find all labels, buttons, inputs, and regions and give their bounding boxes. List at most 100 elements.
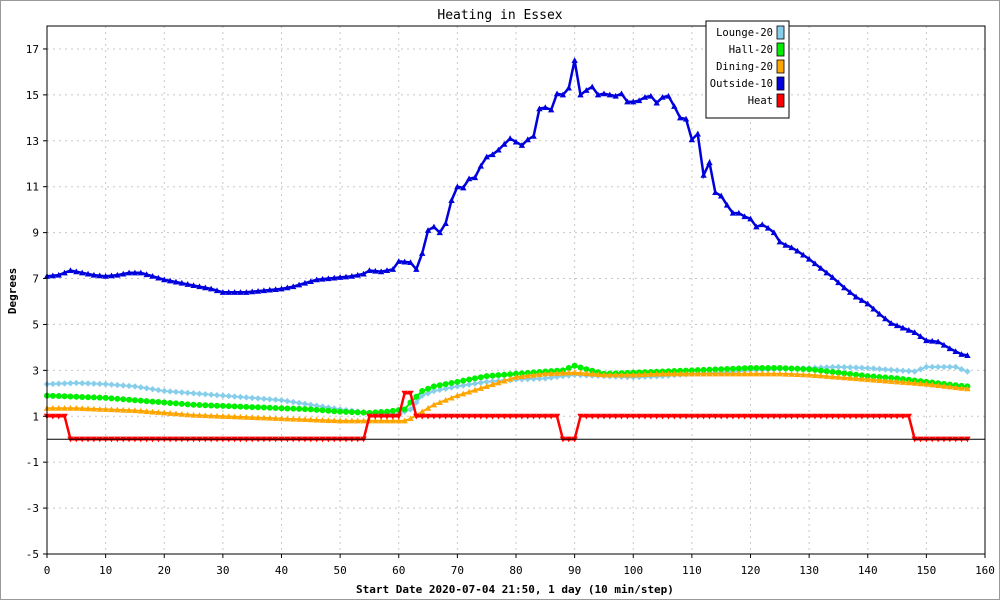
data-point	[759, 221, 766, 228]
data-point	[354, 417, 361, 424]
data-point	[155, 409, 162, 415]
data-point	[600, 413, 608, 420]
data-point	[360, 270, 367, 277]
data-point	[846, 413, 854, 420]
x-tick-label: 140	[858, 564, 878, 577]
data-point	[706, 159, 713, 166]
data-point	[172, 278, 180, 285]
data-point	[243, 403, 250, 410]
data-point	[331, 417, 338, 424]
data-point	[424, 413, 432, 420]
data-point	[213, 287, 221, 294]
data-point	[295, 399, 303, 407]
data-point	[448, 394, 455, 401]
data-point	[905, 413, 912, 420]
data-point	[342, 273, 350, 280]
data-point	[243, 413, 250, 420]
data-point	[788, 365, 795, 372]
data-point	[542, 370, 549, 377]
data-point	[61, 380, 68, 387]
data-point	[577, 369, 584, 376]
data-point	[524, 413, 531, 420]
data-point	[905, 326, 912, 333]
data-point	[823, 373, 830, 379]
data-point	[372, 267, 379, 274]
x-tick-label: 80	[509, 564, 522, 577]
data-point	[870, 373, 877, 380]
data-point	[893, 378, 901, 385]
data-point	[401, 390, 408, 397]
data-point	[518, 142, 526, 148]
data-point	[442, 381, 449, 388]
data-point	[589, 367, 596, 374]
data-point	[835, 279, 842, 286]
data-point	[870, 413, 877, 420]
legend-label: Lounge-20	[716, 27, 773, 39]
x-tick-label: 90	[568, 564, 581, 577]
data-point	[770, 229, 778, 236]
data-point	[846, 364, 854, 371]
data-point	[413, 399, 420, 406]
data-point	[506, 135, 514, 142]
data-point	[776, 413, 784, 420]
data-point	[776, 238, 784, 245]
data-point	[278, 415, 285, 422]
data-point	[266, 396, 273, 403]
data-point	[296, 405, 303, 412]
data-point	[729, 413, 737, 420]
x-tick-label: 30	[216, 564, 229, 577]
data-point	[460, 390, 467, 397]
y-tick-label: 13	[26, 135, 39, 148]
data-point	[108, 381, 115, 388]
data-point	[800, 365, 807, 372]
data-point	[166, 410, 174, 416]
data-point	[489, 381, 496, 388]
data-point	[307, 406, 314, 413]
data-point	[759, 365, 766, 372]
x-tick-label: 130	[799, 564, 819, 577]
data-point	[764, 413, 772, 420]
data-point	[348, 409, 355, 416]
legend-label: Hall-20	[729, 44, 773, 56]
data-point	[923, 337, 930, 344]
data-point	[348, 417, 356, 424]
data-point	[407, 415, 414, 422]
data-point	[870, 365, 877, 372]
series-line	[47, 371, 968, 422]
data-point	[501, 413, 508, 420]
data-point	[653, 413, 660, 420]
data-point	[594, 413, 602, 420]
data-point	[606, 413, 613, 420]
data-point	[577, 413, 584, 420]
data-point	[876, 374, 883, 381]
data-point	[630, 371, 637, 378]
data-point	[917, 366, 924, 373]
data-point	[829, 274, 836, 280]
data-point	[940, 341, 948, 348]
data-point	[536, 105, 543, 112]
data-point	[67, 393, 74, 400]
data-point	[137, 407, 144, 414]
data-point	[964, 352, 971, 358]
data-point	[90, 271, 98, 278]
legend-label: Outside-10	[710, 78, 773, 90]
series-dining-20	[43, 369, 971, 424]
data-point	[559, 91, 567, 98]
data-point	[483, 378, 490, 386]
data-point	[79, 393, 86, 400]
data-point	[178, 389, 186, 396]
data-point	[419, 413, 426, 420]
data-point	[266, 404, 273, 411]
data-point	[618, 413, 625, 420]
data-point	[929, 363, 936, 371]
data-point	[102, 380, 109, 388]
data-point	[436, 413, 443, 420]
legend-label: Heat	[748, 95, 773, 107]
data-point	[424, 390, 432, 397]
data-point	[805, 371, 813, 378]
data-point	[929, 381, 936, 388]
data-point	[688, 136, 696, 143]
data-point	[952, 348, 959, 354]
data-point	[717, 370, 725, 377]
data-point	[852, 413, 860, 420]
